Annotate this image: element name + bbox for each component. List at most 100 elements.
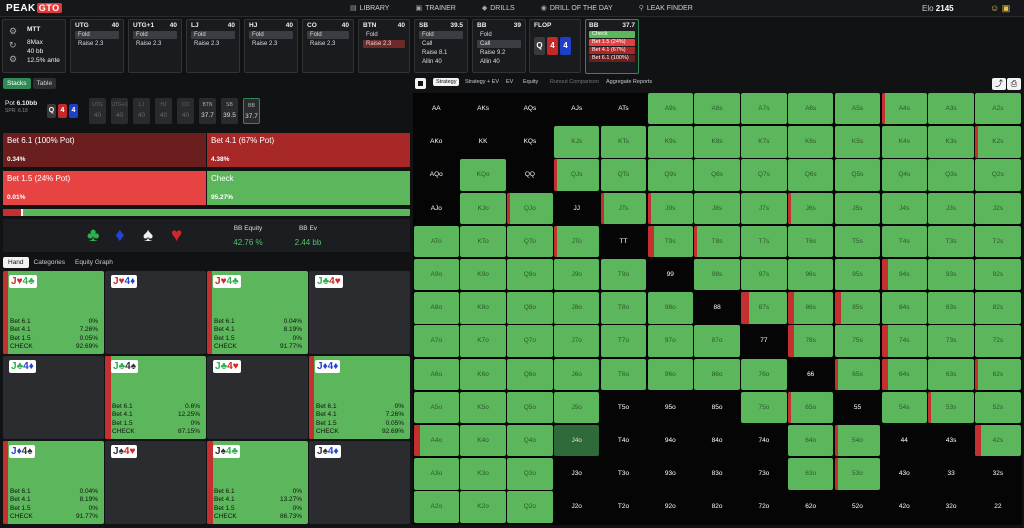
seat-action[interactable]: Fold [249, 31, 293, 39]
matrix-cell[interactable]: T3o [601, 458, 647, 489]
matrix-cell[interactable]: 74s [881, 325, 928, 357]
matrix-cell[interactable]: K2o [460, 491, 506, 523]
matrix-cell[interactable]: Q7o [507, 325, 553, 357]
matrix-cell[interactable]: AQo [414, 159, 460, 190]
matrix-cell[interactable]: 72s [975, 325, 1021, 357]
seat-action[interactable]: Raise 2.3 [78, 41, 104, 47]
matrix-cell[interactable]: QTo [507, 225, 553, 258]
seat-action[interactable]: Call [422, 41, 433, 47]
matrix-cell[interactable]: 75o [741, 391, 787, 424]
matrix-cell[interactable]: J7s [741, 192, 787, 224]
matrix-cell[interactable]: 84o [694, 425, 740, 456]
matrix-cell[interactable]: 42s [975, 425, 1021, 457]
seat-action[interactable]: Raise 9.2 [480, 50, 506, 56]
matrix-cell[interactable]: 22 [975, 491, 1021, 522]
matrix-cell[interactable]: A7s [741, 93, 787, 125]
seat-bb[interactable]: BB 39 Fold Call Raise 9.2 Allin 40 [472, 19, 526, 73]
matrix-cell[interactable]: T7o [600, 325, 647, 357]
combo-cell[interactable]: J♣4♥ [207, 356, 308, 439]
matrix-cell[interactable]: 76o [741, 358, 787, 390]
matrix-cell[interactable]: Q5s [834, 159, 881, 191]
matrix-cell[interactable]: Q2s [975, 159, 1021, 191]
seat-utg[interactable]: UTG 40 Fold Raise 2.3 [70, 19, 124, 73]
seat-action[interactable]: Allin 40 [422, 59, 442, 65]
combo-cell[interactable]: J♠4♦ [309, 441, 410, 524]
matrix-cell[interactable]: T3s [928, 225, 974, 258]
matrix-cell[interactable]: 32o [928, 491, 974, 522]
matrix-cell[interactable]: A6o [413, 358, 460, 390]
matrix-cell[interactable]: 95s [834, 259, 881, 291]
matrix-cell[interactable]: 94s [881, 259, 928, 291]
matrix-cell[interactable]: 55 [835, 392, 881, 423]
matrix-cell[interactable]: 86s [787, 292, 834, 324]
seat-action[interactable]: Raise 2.3 [310, 41, 336, 47]
matrix-cell[interactable]: AQs [507, 93, 553, 124]
matrix-cell[interactable]: 43o [882, 458, 928, 489]
matrix-cell[interactable]: KTs [600, 126, 647, 158]
matrix-cell[interactable]: 83s [928, 292, 974, 324]
matrix-cell[interactable]: A8o [413, 292, 460, 324]
nav-leak-finder[interactable]: ⚲ LEAK FINDER [639, 4, 693, 12]
matrix-cell[interactable]: AJs [554, 93, 600, 124]
heart-icon[interactable]: ♥ [171, 225, 183, 246]
seat-action[interactable]: Raise 8.1 [422, 50, 448, 56]
position-btn[interactable]: BTN 37.7 [199, 98, 216, 124]
matrix-cell[interactable]: KJo [460, 192, 506, 224]
brand-logo[interactable]: PEAK GTO [6, 3, 62, 14]
tab-equity[interactable]: Equity [523, 79, 539, 85]
matrix-cell[interactable]: T8o [600, 292, 647, 324]
matrix-cell[interactable]: 96o [647, 358, 694, 390]
tab-strategy[interactable]: Strategy [433, 78, 460, 86]
matrix-cell[interactable]: K4s [881, 126, 928, 158]
matrix-cell[interactable]: 93s [928, 259, 974, 291]
matrix-cell[interactable]: JTs [600, 192, 647, 224]
nav-trainer[interactable]: ▣ TRAINER [415, 4, 455, 12]
matrix-cell[interactable]: K3o [460, 458, 506, 490]
matrix-cell[interactable]: QJs [553, 159, 600, 191]
seat-action[interactable]: Allin 40 [480, 59, 500, 65]
matrix-cell[interactable]: T6s [787, 225, 834, 258]
matrix-cell[interactable]: J3o [554, 458, 600, 489]
matrix-cell[interactable]: AKs [460, 93, 506, 124]
matrix-cell[interactable]: A2s [975, 93, 1021, 125]
matrix-cell[interactable]: A9o [413, 259, 460, 291]
seat-action[interactable]: Call [477, 40, 521, 48]
matrix-cell[interactable]: 65s [834, 358, 881, 390]
nav-drill-of-the-day[interactable]: ◉ DRILL OF THE DAY [541, 4, 613, 12]
tab-aggregate-reports[interactable]: Aggregate Reports [606, 79, 653, 85]
matrix-cell[interactable]: 92o [648, 491, 694, 522]
matrix-cell[interactable]: QJo [507, 192, 553, 224]
matrix-cell[interactable]: Q3s [928, 159, 974, 191]
matrix-cell[interactable]: Q7s [741, 159, 787, 191]
matrix-cell[interactable]: AJo [414, 193, 460, 224]
matrix-cell[interactable]: KQo [460, 159, 506, 191]
matrix-cell[interactable]: J5o [553, 391, 600, 424]
matrix-cell[interactable]: 32s [975, 458, 1021, 489]
matrix-cell[interactable]: 97o [647, 325, 694, 357]
combo-cell[interactable]: J♠4♥ [105, 441, 206, 524]
tab-ev[interactable]: EV [506, 79, 514, 85]
refresh-icon[interactable]: ↻ [9, 40, 17, 50]
combo-cell[interactable]: J♠4♣ Bet 6.1 0% Bet 4.1 13.27% Bet 1.5 0% CHECK… [207, 441, 308, 524]
seat-action[interactable]: Raise 2.3 [363, 40, 405, 48]
matrix-cell[interactable]: 42o [882, 491, 928, 522]
matrix-cell[interactable]: Q4o [507, 425, 553, 457]
nav-drills[interactable]: ◆ DRILLS [482, 4, 515, 12]
seat-action[interactable]: Raise 2.3 [194, 41, 220, 47]
matrix-cell[interactable]: JTo [553, 225, 600, 258]
matrix-cell[interactable]: 53s [928, 391, 974, 424]
matrix-cell[interactable]: T5s [834, 225, 881, 258]
combo-cell[interactable]: J♣4♦ [3, 356, 104, 439]
seat-utg+1[interactable]: UTG+1 40 Fold Raise 2.3 [128, 19, 182, 73]
matrix-cell[interactable]: KK [460, 126, 506, 157]
matrix-cell[interactable]: J9o [553, 259, 600, 291]
matrix-cell[interactable]: K5s [834, 126, 881, 158]
matrix-cell[interactable]: 87o [694, 325, 740, 357]
matrix-cell[interactable]: KQs [507, 126, 553, 157]
seat-hj[interactable]: HJ 40 Fold Raise 2.3 [244, 19, 298, 73]
seat-action[interactable]: Fold [307, 31, 349, 39]
position-utg[interactable]: UTG 40 [89, 98, 106, 124]
seat-action[interactable]: Raise 2.3 [252, 41, 278, 47]
action-3[interactable]: Bet 1.5 (24% Pot) 0.01% [3, 171, 206, 205]
